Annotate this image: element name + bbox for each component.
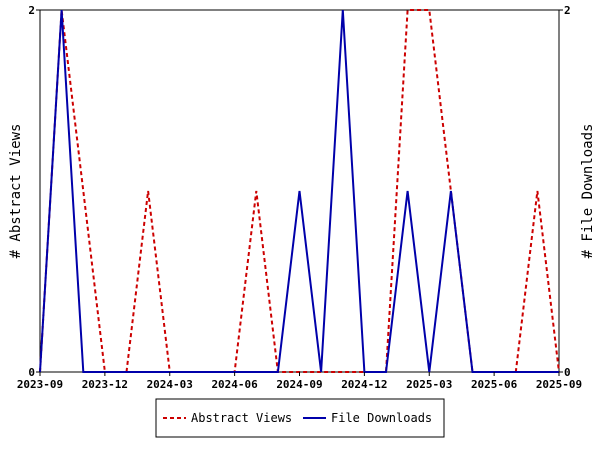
legend-label-file-downloads: File Downloads — [331, 411, 432, 425]
x-tick-label: 2024-06 — [211, 378, 258, 391]
legend: Abstract Views File Downloads — [155, 398, 445, 438]
y-left-tick-max: 2 — [28, 4, 35, 17]
y-left-axis-title: # Abstract Views — [8, 124, 24, 259]
x-tick-label: 2025-03 — [406, 378, 452, 391]
series-line-file-downloads — [39, 9, 559, 373]
x-tick-label: 2023-09 — [17, 378, 63, 391]
x-tick-label: 2025-09 — [536, 378, 582, 391]
x-tick-label: 2024-09 — [276, 378, 322, 391]
x-tick-label: 2023-12 — [82, 378, 128, 391]
y-right-axis-title: # File Downloads — [580, 124, 596, 259]
x-tick-label: 2025-06 — [471, 378, 518, 391]
y-right-tick-max: 2 — [564, 4, 571, 17]
ticks-layer: 2023-09 2023-12 2024-03 2024-06 2024-09 2024-… — [17, 9, 582, 391]
x-tick-label: 2024-03 — [147, 378, 193, 391]
x-tick-label: 2024-12 — [341, 378, 387, 391]
y-left-tick-min: 0 — [28, 366, 35, 379]
legend-label-abstract-views: Abstract Views — [191, 411, 292, 425]
legend-box — [155, 398, 445, 438]
y-right-tick-min: 0 — [564, 366, 571, 379]
